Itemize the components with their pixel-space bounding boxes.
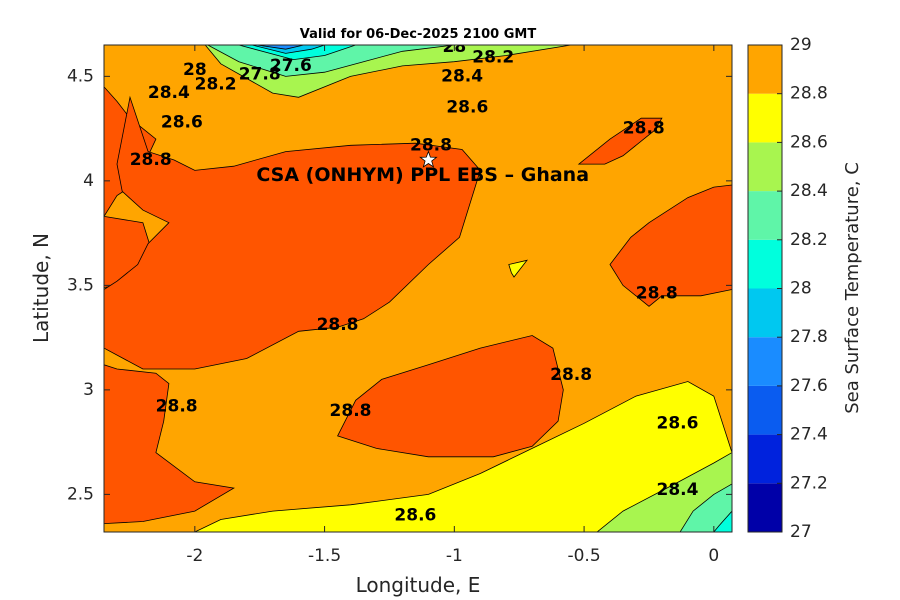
- colorbar: 27 27.2 27.4 27.6 27.8 28 28.2 28.4 28.6 28.8 29: [747, 35, 828, 542]
- contour-label: 28.8: [130, 150, 172, 170]
- colorbar-segment: [748, 385, 782, 435]
- contour-region-28-8: [104, 364, 235, 525]
- contour-region-28-6: [508, 259, 529, 278]
- y-tick-label: 4: [83, 171, 94, 191]
- contour-label: 28.4: [148, 83, 190, 103]
- contour-label: 28: [183, 60, 207, 80]
- x-tick-label: -0.5: [567, 546, 600, 566]
- colorbar-segment: [748, 191, 782, 240]
- colorbar-segment: [748, 288, 782, 338]
- y-axis-ticks: 2.5 3 3.5 4 4.5: [67, 66, 732, 504]
- colorbar-segment: [748, 142, 782, 192]
- contour-label: 28.6: [657, 413, 699, 433]
- colorbar-label: Sea Surface Temperature, C: [842, 162, 863, 414]
- contour-region-27-6: [257, 45, 304, 50]
- contour-regions: [104, 45, 732, 532]
- site-star-marker: [419, 150, 438, 168]
- colorbar-tick-label: 28: [790, 279, 812, 299]
- colorbar-tick-label: 28.8: [790, 84, 828, 104]
- colorbar-tick-label: 27.8: [790, 327, 828, 347]
- contour-label: 28.8: [156, 397, 198, 417]
- contour-region-28-8: [577, 117, 663, 165]
- colorbar-segment: [748, 434, 782, 484]
- colorbar-segment: [748, 337, 782, 386]
- contour-label: 28.6: [446, 98, 488, 118]
- contour-label: 28: [442, 37, 466, 57]
- colorbar-segment: [748, 239, 782, 289]
- plot-area: 2828.228.428.62828.228.428.627.627.828.8…: [103, 37, 733, 533]
- contour-region-28-8: [104, 95, 481, 370]
- contour-label: 28.8: [410, 135, 452, 155]
- colorbar-tick-label: 27.6: [790, 376, 828, 396]
- colorbar-tick-label: 28.6: [790, 132, 828, 152]
- x-tick-label: -2: [186, 546, 203, 566]
- contour-label: 28.8: [317, 315, 359, 335]
- colorbar-segment: [748, 45, 782, 94]
- chart-title: Valid for 06-Dec-2025 2100 GMT: [300, 27, 537, 42]
- contour-label: 28.8: [550, 365, 592, 385]
- y-axis-label: Latitude, N: [29, 233, 53, 343]
- colorbar-tick-label: 27: [790, 522, 812, 542]
- plot-frame: [103, 44, 733, 533]
- x-tick-label: -1.5: [308, 546, 341, 566]
- contour-labels: 2828.228.428.62828.228.428.627.627.828.8…: [130, 37, 699, 525]
- y-tick-label: 4.5: [67, 66, 94, 86]
- contour-region-28-8: [337, 335, 564, 458]
- colorbar-tick-label: 28.4: [790, 181, 828, 201]
- contour-label: 28.8: [623, 119, 665, 139]
- contour-region-28-6: [194, 381, 732, 532]
- contour-label: 28.2: [195, 75, 237, 95]
- contour-label: 28.8: [330, 401, 372, 421]
- colorbar-tick-label: 27.2: [790, 473, 828, 493]
- contour-label: 28.4: [657, 480, 699, 500]
- contour-label: 28.6: [161, 112, 203, 132]
- contour-label: 27.6: [270, 56, 312, 76]
- colorbar-segment: [748, 483, 782, 532]
- contour-label: 27.8: [239, 64, 281, 84]
- colorbar-tick-label: 29: [790, 35, 812, 55]
- contour-region-28-2: [679, 483, 732, 532]
- contour-label: 28.2: [472, 48, 514, 68]
- colorbar-tick-label: 27.4: [790, 425, 828, 445]
- x-tick-label: 0: [708, 546, 719, 566]
- x-axis-ticks: -2 -1.5 -1 -0.5 0: [186, 45, 719, 566]
- site-annotation: CSA (ONHYM) PPL EBS – Ghana: [256, 150, 589, 186]
- contour-label: 28.8: [636, 284, 678, 304]
- contour-label: 28.4: [441, 66, 483, 86]
- y-tick-label: 2.5: [67, 484, 94, 504]
- contour-label: 28.6: [394, 505, 436, 525]
- colorbar-tick-label: 28.2: [790, 230, 828, 250]
- x-tick-label: -1: [446, 546, 463, 566]
- x-axis-label: Longitude, E: [356, 573, 481, 597]
- y-tick-label: 3.5: [67, 275, 94, 295]
- colorbar-segment: [748, 93, 782, 143]
- contour-region-28: [713, 510, 732, 532]
- site-label: CSA (ONHYM) PPL EBS – Ghana: [256, 164, 589, 186]
- y-tick-label: 3: [83, 380, 94, 400]
- contour-region-28-8: [609, 184, 732, 307]
